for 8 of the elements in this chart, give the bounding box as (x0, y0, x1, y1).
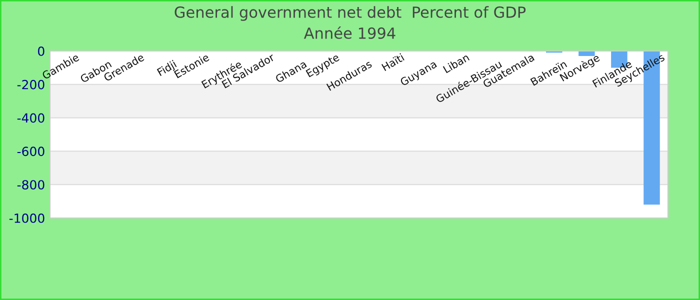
y-tick-label: -200 (17, 80, 44, 90)
chart-title: General government net debt Percent of GDP (174, 6, 526, 21)
y-tick-label: -400 (17, 113, 44, 123)
chart-subtitle: Année 1994 (304, 26, 396, 39)
y-tick-label: -800 (17, 180, 44, 190)
y-tick-label: -1000 (9, 213, 44, 223)
y-tick-label: -600 (17, 146, 44, 156)
y-tick-label: 0 (38, 46, 44, 56)
